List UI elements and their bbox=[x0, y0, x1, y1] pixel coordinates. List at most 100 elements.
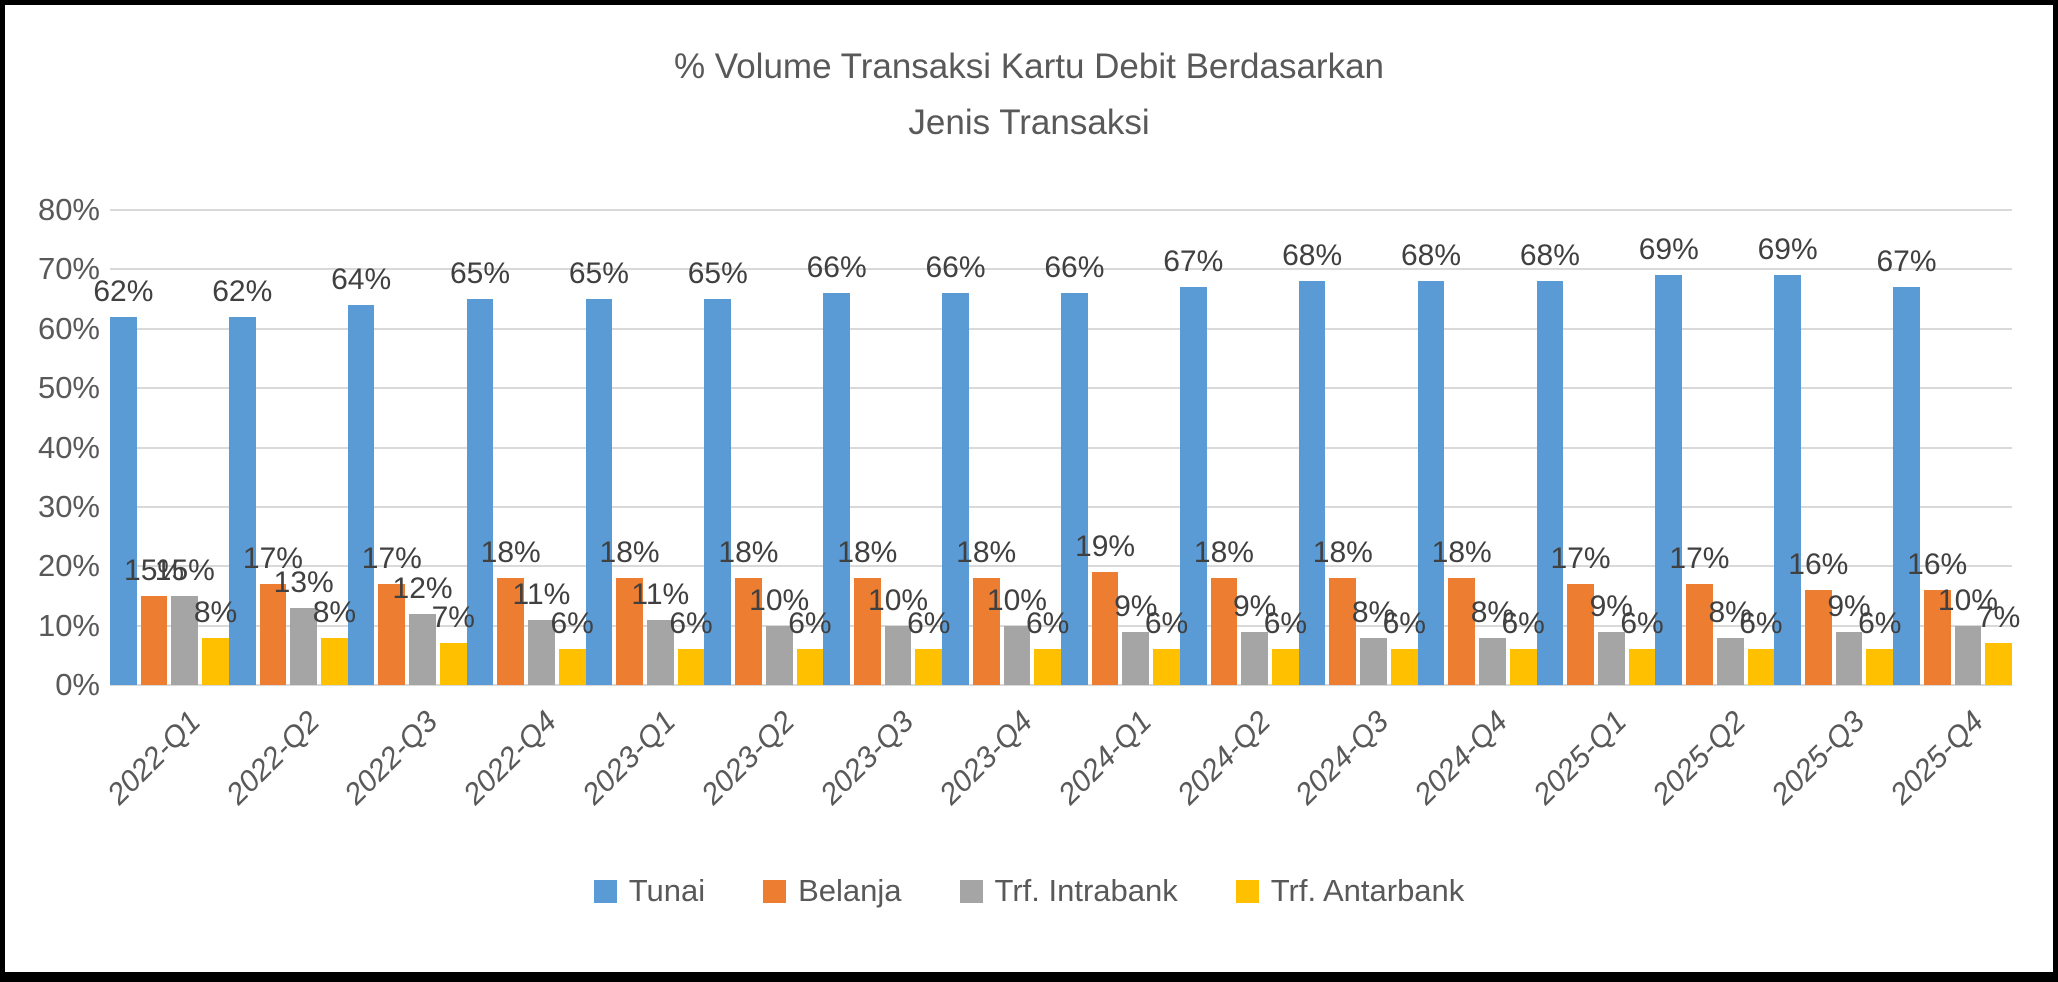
bar-slot: 17% bbox=[243, 210, 303, 685]
bar-group-2025-Q1: 68% 17% 9% 6% bbox=[1520, 210, 1664, 685]
bar-slot: 6% bbox=[788, 210, 832, 685]
bar-slot: 64% bbox=[331, 210, 391, 685]
data-label: 69% bbox=[1757, 233, 1818, 267]
bar-tunai-2023-Q2 bbox=[704, 299, 732, 685]
data-label: 18% bbox=[956, 536, 1017, 570]
bar-belanja-2022-Q4 bbox=[497, 578, 525, 685]
data-label: 9% bbox=[1114, 589, 1158, 623]
data-label: 8% bbox=[1470, 595, 1515, 629]
bar-tunai-2023-Q1 bbox=[585, 299, 613, 685]
bar-trf-intrabank-2022-Q2 bbox=[290, 607, 318, 685]
bar-slot: 8% bbox=[194, 210, 237, 685]
bar-trf-antarbank-2024-Q1 bbox=[1153, 649, 1180, 685]
data-label: 18% bbox=[599, 536, 660, 570]
bar-slot: 19% bbox=[1075, 210, 1135, 685]
bar-belanja-2022-Q2 bbox=[259, 584, 287, 685]
bar-trf-antarbank-2025-Q2 bbox=[1747, 649, 1775, 685]
bar-belanja-2022-Q3 bbox=[378, 584, 406, 685]
chart-legend: Tunai Belanja Trf. Intrabank Trf. Antarbank bbox=[5, 873, 2053, 909]
data-label: 65% bbox=[568, 257, 629, 291]
data-label: 62% bbox=[93, 274, 154, 308]
data-label: 18% bbox=[837, 536, 898, 570]
bar-group-2025-Q4: 67% 16% 10% 7% bbox=[1876, 210, 2020, 685]
x-tick-label-2024-Q4: 2024-Q4 bbox=[1408, 705, 1515, 811]
bar-slot: 69% bbox=[1639, 210, 1699, 685]
bar-group-2022-Q2: 62% 17% 13% 8% bbox=[212, 210, 356, 685]
bar-tunai-2022-Q1 bbox=[110, 316, 137, 685]
data-label: 66% bbox=[806, 251, 867, 285]
data-label: 8% bbox=[193, 595, 238, 629]
y-tick-label-80: 80% bbox=[37, 192, 100, 227]
bar-tunai-2024-Q2 bbox=[1179, 287, 1207, 685]
data-label: 6% bbox=[669, 607, 713, 641]
legend-label: Trf. Intrabank bbox=[994, 873, 1178, 908]
data-label: 68% bbox=[1400, 239, 1462, 273]
bar-group-2023-Q2: 65% 18% 10% 6% bbox=[688, 210, 832, 685]
bar-slot: 62% bbox=[212, 210, 272, 685]
chart-title-line-1: % Volume Transaksi Kartu Debit Berdasark… bbox=[673, 47, 1385, 86]
legend-label: Trf. Antarbank bbox=[1270, 873, 1465, 908]
data-label: 17% bbox=[242, 542, 303, 576]
data-label: 6% bbox=[907, 607, 951, 641]
y-tick-label-0: 0% bbox=[55, 667, 100, 702]
bar-group-2024-Q1: 66% 19% 9% 6% bbox=[1044, 210, 1188, 685]
bar-slot: 18% bbox=[481, 210, 541, 685]
bar-slot: 11% bbox=[513, 210, 570, 685]
bar-slot: 17% bbox=[362, 210, 422, 685]
bar-slot: 6% bbox=[1145, 210, 1188, 685]
bar-trf-antarbank-2024-Q3 bbox=[1390, 649, 1418, 685]
data-label: 9% bbox=[1232, 589, 1277, 623]
x-axis-line bbox=[110, 684, 2012, 686]
bar-trf-antarbank-2025-Q1 bbox=[1628, 649, 1656, 685]
data-label: 8% bbox=[312, 595, 357, 629]
bar-belanja-2022-Q1 bbox=[140, 595, 168, 685]
x-tick-label-2024-Q1: 2024-Q1 bbox=[1051, 705, 1158, 811]
y-tick-label-30: 30% bbox=[37, 488, 100, 524]
bar-belanja-2023-Q2 bbox=[735, 578, 762, 685]
bar-group-2022-Q1: 62% 15% 15% 8% bbox=[93, 210, 237, 685]
x-tick-label-2023-Q1: 2023-Q1 bbox=[576, 705, 683, 811]
x-tick-label-2023-Q2: 2023-Q2 bbox=[695, 705, 802, 811]
bar-slot: 6% bbox=[1858, 210, 1901, 685]
bar-slot: 9% bbox=[1827, 210, 1871, 685]
bar-slot: 17% bbox=[1669, 210, 1729, 685]
bar-slot: 67% bbox=[1163, 210, 1223, 685]
bar-slot: 65% bbox=[569, 210, 629, 685]
bar-group-2023-Q1: 65% 18% 11% 6% bbox=[569, 210, 713, 685]
y-tick-label-60: 60% bbox=[37, 310, 100, 346]
y-tick-label-70: 70% bbox=[37, 251, 100, 287]
y-tick-label-50: 50% bbox=[37, 370, 100, 406]
bar-slot: 6% bbox=[907, 210, 950, 685]
bar-trf-antarbank-2022-Q2 bbox=[321, 637, 348, 685]
bar-slot: 10% bbox=[868, 210, 928, 685]
bar-trf-intrabank-2025-Q2 bbox=[1716, 637, 1744, 685]
data-label: 12% bbox=[392, 571, 453, 605]
bar-slot: 8% bbox=[1352, 210, 1395, 685]
bar-slot: 6% bbox=[1739, 210, 1783, 685]
data-label: 6% bbox=[1739, 607, 1783, 641]
bar-group-2025-Q3: 69% 16% 9% 6% bbox=[1758, 210, 1901, 685]
bar-trf-antarbank-2025-Q3 bbox=[1866, 649, 1894, 685]
bar-tunai-2024-Q1 bbox=[1061, 293, 1088, 685]
x-tick-label-2025-Q3: 2025-Q3 bbox=[1765, 705, 1872, 811]
data-label: 69% bbox=[1638, 233, 1699, 267]
legend-item-belanja: Belanja bbox=[763, 873, 902, 909]
x-tick-label-2024-Q2: 2024-Q2 bbox=[1170, 705, 1277, 811]
x-tick-label-2022-Q2: 2022-Q2 bbox=[219, 705, 326, 811]
bar-belanja-2024-Q2 bbox=[1210, 578, 1238, 685]
bar-trf-antarbank-2023-Q3 bbox=[915, 649, 943, 685]
bar-trf-antarbank-2023-Q1 bbox=[677, 649, 705, 685]
data-label: 68% bbox=[1519, 239, 1580, 273]
bar-slot: 17% bbox=[1551, 210, 1611, 685]
bar-tunai-2025-Q1 bbox=[1536, 281, 1564, 685]
data-label: 62% bbox=[212, 274, 273, 308]
data-label: 16% bbox=[1907, 548, 1968, 581]
data-label: 19% bbox=[1075, 530, 1136, 564]
bar-belanja-2023-Q1 bbox=[616, 578, 643, 685]
x-tick-label-2022-Q4: 2022-Q4 bbox=[457, 705, 564, 811]
bar-slot: 66% bbox=[1044, 210, 1104, 685]
bar-trf-intrabank-2023-Q1 bbox=[646, 619, 674, 685]
bar-trf-intrabank-2024-Q2 bbox=[1241, 631, 1269, 685]
bar-trf-antarbank-2023-Q2 bbox=[796, 649, 824, 685]
bar-slot: 8% bbox=[1471, 210, 1514, 685]
